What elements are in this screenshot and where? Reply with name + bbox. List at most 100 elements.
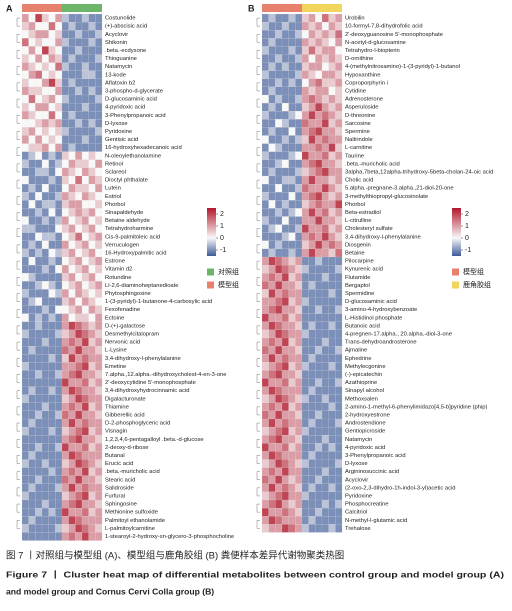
row-label: Erucic acid	[105, 461, 133, 467]
heatmap-cell	[301, 232, 309, 241]
heatmap-cell	[335, 159, 343, 169]
heatmap-cell	[281, 281, 289, 290]
heatmap-cell	[321, 30, 329, 39]
heatmap-cell	[308, 499, 316, 509]
heatmap-cell	[335, 524, 343, 533]
heatmap-cell	[21, 248, 29, 258]
heatmap-cell	[28, 175, 36, 185]
row-label: 2'-deoxyguanosine 5'-monophosphate	[345, 32, 443, 38]
heatmap-cell	[75, 329, 83, 339]
heatmap-cell	[35, 418, 43, 428]
heatmap-cell	[261, 159, 269, 169]
heatmap-cell	[41, 119, 49, 128]
heatmap-cell	[95, 386, 103, 395]
heatmap-cell	[261, 200, 269, 209]
heatmap-cell	[315, 200, 323, 209]
heatmap-cell	[268, 265, 276, 274]
heatmap-cell	[321, 46, 329, 55]
heatmap-cell	[295, 175, 303, 185]
heatmap-cell	[301, 127, 309, 136]
heatmap-cell	[68, 394, 76, 403]
heatmap-cell	[95, 216, 103, 225]
heatmap-cell	[61, 46, 69, 55]
heatmap-cell	[275, 313, 283, 322]
heatmap-cell	[288, 30, 296, 39]
heatmap-cell	[81, 281, 89, 290]
heatmap-cell	[88, 119, 96, 128]
heatmap-cell	[321, 119, 329, 128]
heatmap-cell	[288, 224, 296, 233]
heatmap-cell	[315, 208, 323, 217]
heatmap-cell	[28, 378, 36, 387]
heatmap-cell	[81, 216, 89, 225]
heatmap-cell	[328, 362, 336, 371]
heatmap-cell	[61, 86, 69, 96]
heatmap-cell	[41, 281, 49, 290]
heatmap-cell	[281, 435, 289, 444]
heatmap-cell	[295, 370, 303, 379]
heatmap-cell	[81, 346, 89, 355]
heatmap-cell	[81, 46, 89, 55]
heatmap-cell	[21, 70, 29, 79]
heatmap-cell	[21, 86, 29, 96]
heatmap-cell	[21, 240, 29, 250]
heatmap-cell	[75, 94, 83, 104]
heatmap-cell	[301, 208, 309, 217]
heatmap-cell	[281, 467, 289, 476]
heatmap-cell	[68, 402, 76, 412]
heatmap-cell	[75, 143, 83, 152]
header-bar	[262, 4, 302, 12]
heatmap-cell	[48, 532, 56, 541]
heatmap-cell	[81, 443, 89, 452]
heatmap-cell	[48, 208, 56, 217]
heatmap-cell	[68, 281, 76, 290]
heatmap-cell	[21, 362, 29, 371]
heatmap-cell	[308, 208, 316, 217]
heatmap-cell	[88, 184, 96, 193]
heatmap-cell	[295, 184, 303, 193]
heatmap-cell	[288, 443, 296, 452]
heatmap-cell	[68, 273, 76, 282]
heatmap-cell	[288, 378, 296, 387]
heatmap-cell	[61, 135, 69, 144]
heatmap-cell	[268, 370, 276, 379]
heatmap-cell	[75, 321, 83, 331]
heatmap-cell	[335, 410, 343, 420]
heatmap-cell	[301, 427, 309, 436]
heatmap-cell	[308, 143, 316, 152]
heatmap-cell	[321, 216, 329, 225]
heatmap-cell	[268, 524, 276, 533]
row-label: Sinapaldehyde	[105, 210, 143, 216]
heatmap-cell	[28, 508, 36, 517]
heatmap-cell	[301, 78, 309, 88]
heatmap-cell	[301, 265, 309, 274]
heatmap-cell	[281, 354, 289, 363]
heatmap-cell	[288, 499, 296, 509]
heatmap-cell	[275, 475, 283, 484]
heatmap-cell	[301, 54, 309, 63]
heatmap-cell	[275, 321, 283, 331]
heatmap-cell	[35, 524, 43, 533]
heatmap-cell	[55, 491, 63, 501]
heatmap-cell	[95, 224, 103, 233]
caption-en: Figure 7 丨 Cluster heat map of different…	[6, 569, 504, 579]
row-label: 3-phospho-d-glycerate	[105, 88, 163, 94]
dendrogram	[256, 520, 260, 529]
heatmap-cell	[335, 491, 343, 501]
heatmap-cell	[315, 402, 323, 412]
heatmap-cell	[41, 248, 49, 258]
heatmap-cell	[281, 103, 289, 112]
heatmap-cell	[268, 159, 276, 169]
heatmap-cell	[335, 427, 343, 436]
legend-swatch	[452, 268, 459, 276]
heatmap-cell	[48, 94, 56, 104]
heatmap-cell	[308, 248, 316, 258]
heatmap-cell	[295, 159, 303, 169]
heatmap-cell	[321, 38, 329, 47]
heatmap-cell	[315, 337, 323, 347]
heatmap-cell	[261, 143, 269, 152]
heatmap-cell	[308, 467, 316, 476]
heatmap-cell	[88, 305, 96, 314]
heatmap-cell	[41, 427, 49, 436]
heatmap-cell	[308, 435, 316, 444]
